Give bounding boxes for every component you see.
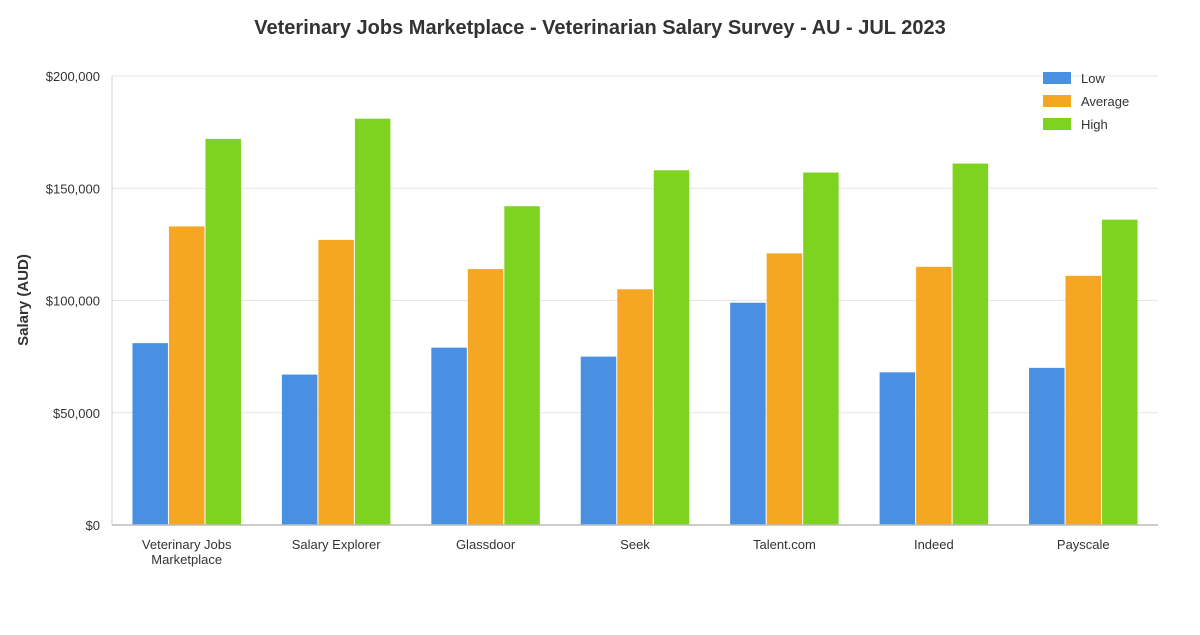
x-tick-label: Indeed [914,537,954,552]
x-tick-label: Talent.com [753,537,816,552]
y-tick-label: $100,000 [46,294,100,309]
bar-low [132,343,168,525]
x-tick-label: Glassdoor [456,537,516,552]
bar-average [916,266,952,525]
bar-average [766,253,803,526]
bar-average [617,289,653,525]
x-tick-label: Payscale [1057,537,1110,552]
axes: $0 $50,000 $100,000 $150,000 $200,000 Veterin… [46,69,1158,567]
legend-swatch [1043,95,1071,107]
bar-average [318,239,354,525]
bar-high [1102,219,1138,525]
bar-low [580,356,617,525]
bar-high [952,163,989,525]
legend: Low Average High [1043,71,1129,132]
y-tick-label: $50,000 [53,406,100,421]
x-tick-label: Seek [620,537,650,552]
y-tick-label: $0 [86,518,100,533]
chart-title: Veterinary Jobs Marketplace - Veterinari… [254,17,945,39]
legend-label: Low [1081,71,1105,86]
legend-label: Average [1081,94,1129,109]
bar-low [431,347,467,525]
x-tick-label: Veterinary Jobs Marketplace [142,537,232,567]
y-tick-label: $150,000 [46,181,100,196]
bar-high [205,138,241,526]
x-tick-label: Salary Explorer [292,537,382,552]
bar-low [281,374,318,525]
bar-average [467,269,504,525]
legend-swatch [1043,72,1071,84]
bar-average [168,226,205,526]
legend-swatch [1043,118,1071,130]
bars [132,118,1138,526]
bar-high [504,206,540,525]
bar-high [653,170,690,526]
bar-high [354,118,391,525]
y-axis-label: Salary (AUD) [15,254,32,346]
y-tick-label: $200,000 [46,69,100,84]
bar-low [879,372,916,525]
legend-label: High [1081,117,1108,132]
bar-low [1029,367,1065,525]
bar-high [803,172,839,525]
bar-low [730,302,766,525]
bar-average [1065,275,1102,525]
